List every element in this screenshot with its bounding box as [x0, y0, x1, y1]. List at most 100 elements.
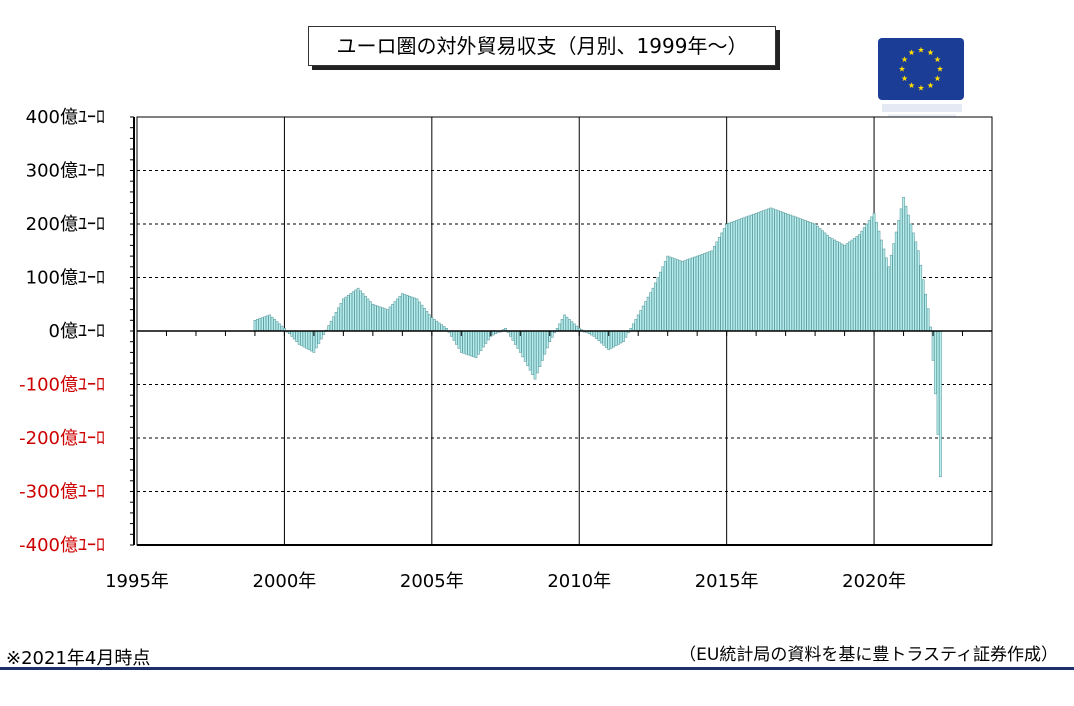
bar: [604, 330, 608, 348]
bar: [646, 296, 650, 332]
bar: [828, 237, 832, 332]
bar: [656, 277, 660, 332]
y-tick-label: 0億ﾕｰﾛ: [49, 321, 105, 342]
bar: [742, 217, 746, 332]
x-tick-label: 2020年: [842, 571, 906, 592]
bar: [275, 321, 279, 332]
bar: [521, 330, 525, 358]
x-tick-label: 2000年: [253, 571, 317, 592]
bar: [339, 303, 343, 332]
bar: [730, 221, 733, 332]
bar: [364, 295, 367, 332]
bar: [292, 330, 296, 340]
bar: [437, 322, 441, 332]
bar: [514, 330, 517, 345]
bar: [381, 307, 385, 332]
y-tick-label: 200億ﾕｰﾛ: [26, 214, 105, 235]
bar: [644, 301, 647, 332]
bar: [462, 330, 466, 354]
bar: [860, 230, 864, 332]
bar: [821, 230, 824, 332]
x-tick-label: 2015年: [695, 571, 759, 592]
bar: [919, 264, 923, 332]
bar: [767, 208, 770, 332]
bar: [649, 292, 652, 332]
bar: [816, 225, 819, 332]
bar: [838, 242, 842, 332]
bar: [477, 330, 480, 355]
bar: [830, 238, 834, 332]
bar: [479, 330, 483, 351]
flag-star: [898, 65, 906, 72]
bar: [740, 218, 743, 332]
chart-title: ユーロ圏の対外貿易収支（月別、1999年～）: [308, 26, 776, 66]
x-tick-label: 2005年: [400, 571, 464, 592]
bar: [455, 330, 458, 345]
bar: [482, 330, 485, 348]
bar: [791, 215, 795, 332]
bar: [305, 330, 308, 349]
bar: [789, 214, 792, 332]
bar: [457, 330, 461, 349]
bar: [265, 315, 269, 332]
bar: [673, 258, 677, 332]
y-tick-label: 100億ﾕｰﾛ: [26, 268, 105, 289]
bar: [843, 245, 846, 332]
bar: [771, 208, 775, 332]
y-tick-label: 300億ﾕｰﾛ: [26, 161, 105, 182]
bar: [300, 330, 303, 347]
bar: [526, 330, 529, 367]
bar: [894, 231, 898, 332]
bar: [388, 306, 392, 332]
flag-star: [927, 82, 934, 89]
bar: [663, 261, 667, 332]
bar: [273, 319, 276, 332]
bar: [614, 330, 618, 347]
bar: [430, 317, 434, 332]
bar: [290, 330, 294, 337]
bar: [889, 254, 893, 332]
bar: [351, 291, 355, 332]
bar: [297, 330, 301, 345]
bar: [319, 330, 323, 340]
bar: [934, 330, 937, 395]
bar: [796, 217, 800, 332]
bar: [622, 330, 625, 342]
bar: [683, 260, 687, 332]
bar: [759, 211, 763, 332]
bar: [840, 243, 844, 332]
bar: [752, 213, 756, 332]
x-tick-labels: 1995年 2000年 2005年 2010年 2015年 2020年: [105, 571, 906, 592]
bar: [597, 330, 601, 342]
bar: [602, 330, 606, 346]
bar: [545, 330, 549, 349]
bar: [327, 325, 330, 332]
bar: [762, 210, 765, 332]
bar: [698, 254, 701, 332]
bar: [904, 205, 908, 332]
flag-star: [901, 56, 908, 63]
bar: [811, 222, 814, 332]
bar: [634, 319, 638, 332]
y-tick-label: -200億ﾕｰﾛ: [19, 428, 105, 449]
bar: [710, 250, 714, 332]
flag-star: [908, 82, 915, 89]
bar: [693, 256, 697, 332]
bar: [432, 319, 436, 332]
bar: [737, 219, 741, 332]
bar: [469, 330, 473, 357]
bar: [435, 320, 439, 332]
bar: [813, 223, 817, 332]
bar: [732, 221, 736, 332]
bar: [818, 228, 822, 332]
bar: [887, 266, 891, 332]
bar: [450, 330, 453, 337]
bar: [428, 314, 431, 332]
bar: [386, 309, 389, 332]
bar: [538, 330, 542, 367]
bar: [651, 287, 655, 332]
bar: [747, 215, 751, 332]
bar: [376, 305, 380, 332]
axes: [130, 116, 993, 546]
bar: [853, 237, 856, 332]
